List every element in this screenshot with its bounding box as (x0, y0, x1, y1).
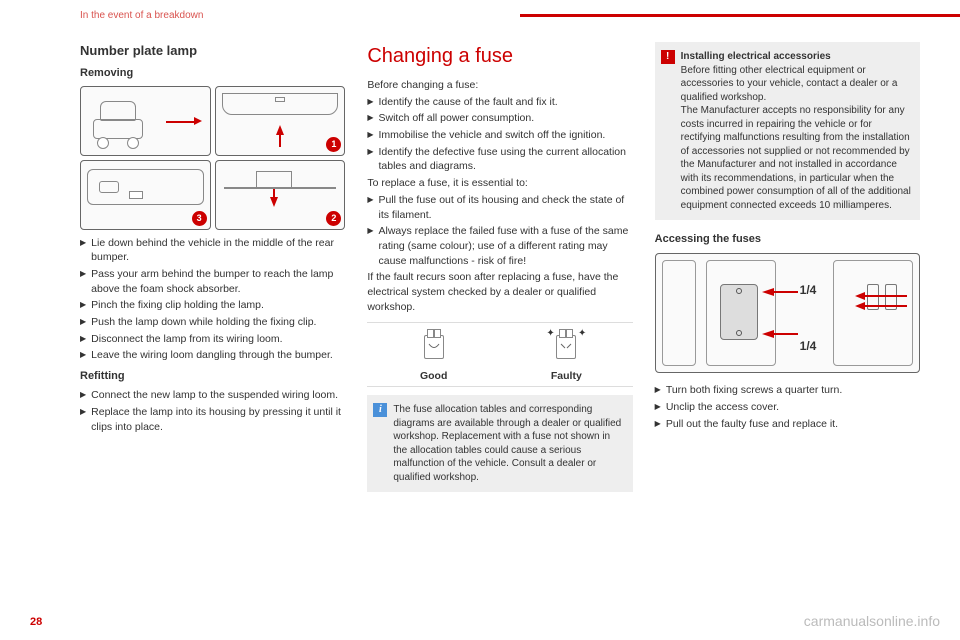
illus-step-2: 2 (215, 160, 346, 230)
triangle-icon (80, 388, 86, 403)
number-plate-lamp-heading: Number plate lamp (80, 42, 345, 60)
fuse-good: Good (367, 329, 500, 384)
removing-heading: Removing (80, 66, 345, 81)
badge-3: 3 (192, 211, 207, 226)
triangle-icon (367, 128, 373, 143)
quarter-turn-label-1: 1/4 (800, 282, 817, 299)
illus-car-rear (80, 86, 211, 156)
remove-step: Push the lamp down while holding the fix… (80, 315, 345, 330)
pre-step: Identify the defective fuse using the cu… (367, 145, 632, 174)
pre-step: Immobilise the vehicle and switch off th… (367, 128, 632, 143)
warning-body: Before fitting other electrical equipmen… (681, 65, 911, 211)
triangle-icon (367, 193, 373, 222)
warning-icon: ! (661, 50, 675, 64)
column-1: Number plate lamp Removing 1 (80, 42, 345, 610)
triangle-icon (80, 405, 86, 434)
info-text: The fuse allocation tables and correspon… (393, 404, 621, 483)
fuse-mid: To replace a fuse, it is essential to: (367, 176, 632, 191)
triangle-icon (80, 236, 86, 265)
changing-fuse-heading: Changing a fuse (367, 42, 632, 70)
triangle-icon (655, 400, 661, 415)
triangle-icon (367, 145, 373, 174)
mid-step: Always replace the failed fuse with a fu… (367, 224, 632, 268)
triangle-icon (80, 332, 86, 347)
triangle-icon (80, 348, 86, 363)
access-step: Unclip the access cover. (655, 400, 920, 415)
triangle-icon (80, 315, 86, 330)
triangle-icon (367, 111, 373, 126)
info-box: i The fuse allocation tables and corresp… (367, 395, 632, 492)
badge-2: 2 (326, 211, 341, 226)
remove-step: Leave the wiring loom dangling through t… (80, 348, 345, 363)
column-3: ! Installing electrical accessories Befo… (655, 42, 920, 610)
column-2: Changing a fuse Before changing a fuse: … (367, 42, 632, 610)
triangle-icon (655, 417, 661, 432)
triangle-icon (655, 383, 661, 398)
triangle-icon (80, 267, 86, 296)
access-step: Pull out the faulty fuse and replace it. (655, 417, 920, 432)
pre-step: Switch off all power consumption. (367, 111, 632, 126)
warning-box: ! Installing electrical accessories Befo… (655, 42, 920, 220)
illus-step-1: 1 (215, 86, 346, 156)
access-step: Turn both fixing screws a quarter turn. (655, 383, 920, 398)
triangle-icon (367, 95, 373, 110)
fuse-intro: Before changing a fuse: (367, 78, 632, 93)
access-illustration: 1/4 1/4 (655, 253, 920, 373)
quarter-turn-label-2: 1/4 (800, 338, 817, 355)
content-columns: Number plate lamp Removing 1 (80, 42, 920, 610)
header-title: In the event of a breakdown (80, 10, 203, 21)
fuse-faulty: ✦ ✦ Faulty (500, 329, 633, 384)
fuse-comparison: Good ✦ ✦ Faulty (367, 322, 632, 387)
refit-step: Replace the lamp into its housing by pre… (80, 405, 345, 434)
warning-title: Installing electrical accessories (681, 51, 831, 62)
remove-step: Pinch the fixing clip holding the lamp. (80, 298, 345, 313)
remove-step: Pass your arm behind the bumper to reach… (80, 267, 345, 296)
remove-step: Lie down behind the vehicle in the middl… (80, 236, 345, 265)
faulty-label: Faulty (500, 369, 633, 384)
illus-step-3: 3 (80, 160, 211, 230)
accessing-fuses-heading: Accessing the fuses (655, 232, 920, 247)
watermark: carmanualsonline.info (804, 612, 940, 632)
badge-1: 1 (326, 137, 341, 152)
triangle-icon (367, 224, 373, 268)
refitting-heading: Refitting (80, 369, 345, 384)
header-red-bar (520, 14, 960, 17)
remove-step: Disconnect the lamp from its wiring loom… (80, 332, 345, 347)
refit-step: Connect the new lamp to the suspended wi… (80, 388, 345, 403)
page-header: In the event of a breakdown (0, 0, 960, 28)
fuse-after: If the fault recurs soon after replacing… (367, 270, 632, 314)
mid-step: Pull the fuse out of its housing and che… (367, 193, 632, 222)
pre-step: Identify the cause of the fault and fix … (367, 95, 632, 110)
triangle-icon (80, 298, 86, 313)
page-number: 28 (30, 615, 42, 630)
removal-illustrations: 1 3 2 (80, 86, 345, 230)
good-label: Good (367, 369, 500, 384)
info-icon: i (373, 403, 387, 417)
